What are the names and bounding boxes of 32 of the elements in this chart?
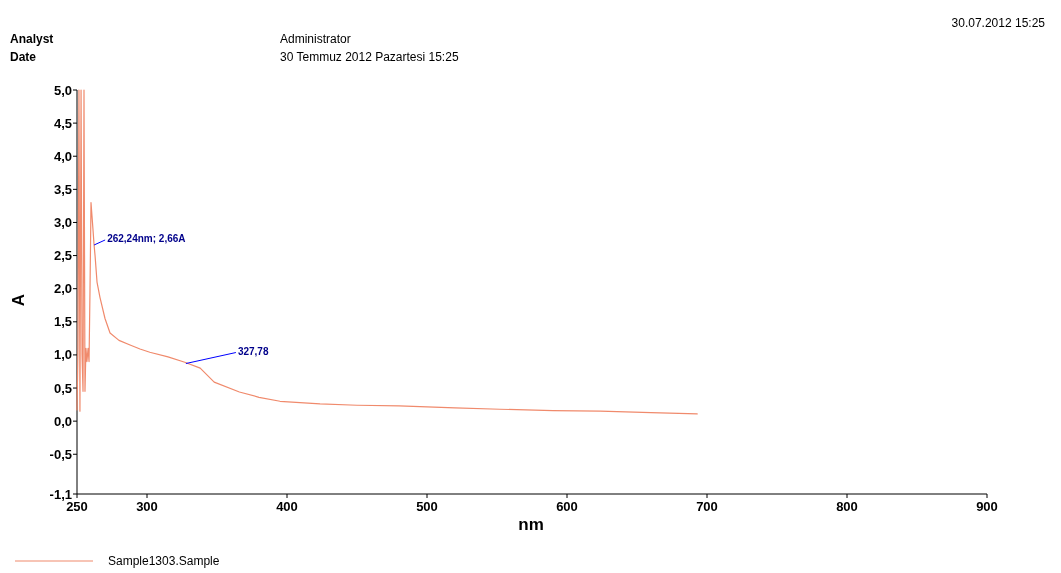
y-tick-label: 4,5: [53, 115, 72, 131]
y-axis-title: A: [9, 293, 28, 307]
y-tick-label: 3,5: [53, 181, 72, 197]
text: 30.07.2012 15:25: [951, 16, 1046, 30]
text: 30 Temmuz 2012 Pazartesi 15:25: [280, 50, 459, 64]
x-tick-label: 400: [276, 499, 298, 514]
annotation: 262,24nm; 2,66A: [107, 232, 186, 244]
y-tick-label: 0,0: [53, 413, 72, 429]
y-tick-label: -0,5: [49, 446, 72, 462]
y-tick-label: -1,1: [49, 486, 72, 502]
x-tick-label: 500: [416, 499, 438, 514]
x-axis-title: nm: [518, 515, 544, 534]
y-tick-label: 4,0: [53, 148, 72, 164]
y-tick-label: 0,5: [53, 380, 72, 396]
annotation: 327,78: [237, 345, 269, 357]
x-tick-label: 250: [66, 499, 88, 514]
line-series: [76, 89, 698, 415]
x-tick-label: 800: [836, 499, 858, 514]
text: Sample1303.Sample: [108, 554, 220, 569]
x-tick-label: 600: [556, 499, 578, 514]
x-tick-label: 700: [696, 499, 718, 514]
y-tick-label: 1,5: [53, 314, 72, 330]
text: Date: [10, 50, 37, 64]
y-tick-label: 2,0: [53, 281, 72, 297]
text: Administrator: [280, 32, 351, 46]
y-tick-label: 3,0: [53, 215, 72, 231]
y-tick-label: 2,5: [53, 248, 72, 264]
text: Analyst: [10, 32, 54, 46]
y-tick-label: 1,0: [53, 347, 72, 363]
x-tick-label: 900: [976, 499, 998, 514]
y-tick-label: 5,0: [53, 82, 72, 98]
x-tick-label: 300: [136, 499, 158, 514]
